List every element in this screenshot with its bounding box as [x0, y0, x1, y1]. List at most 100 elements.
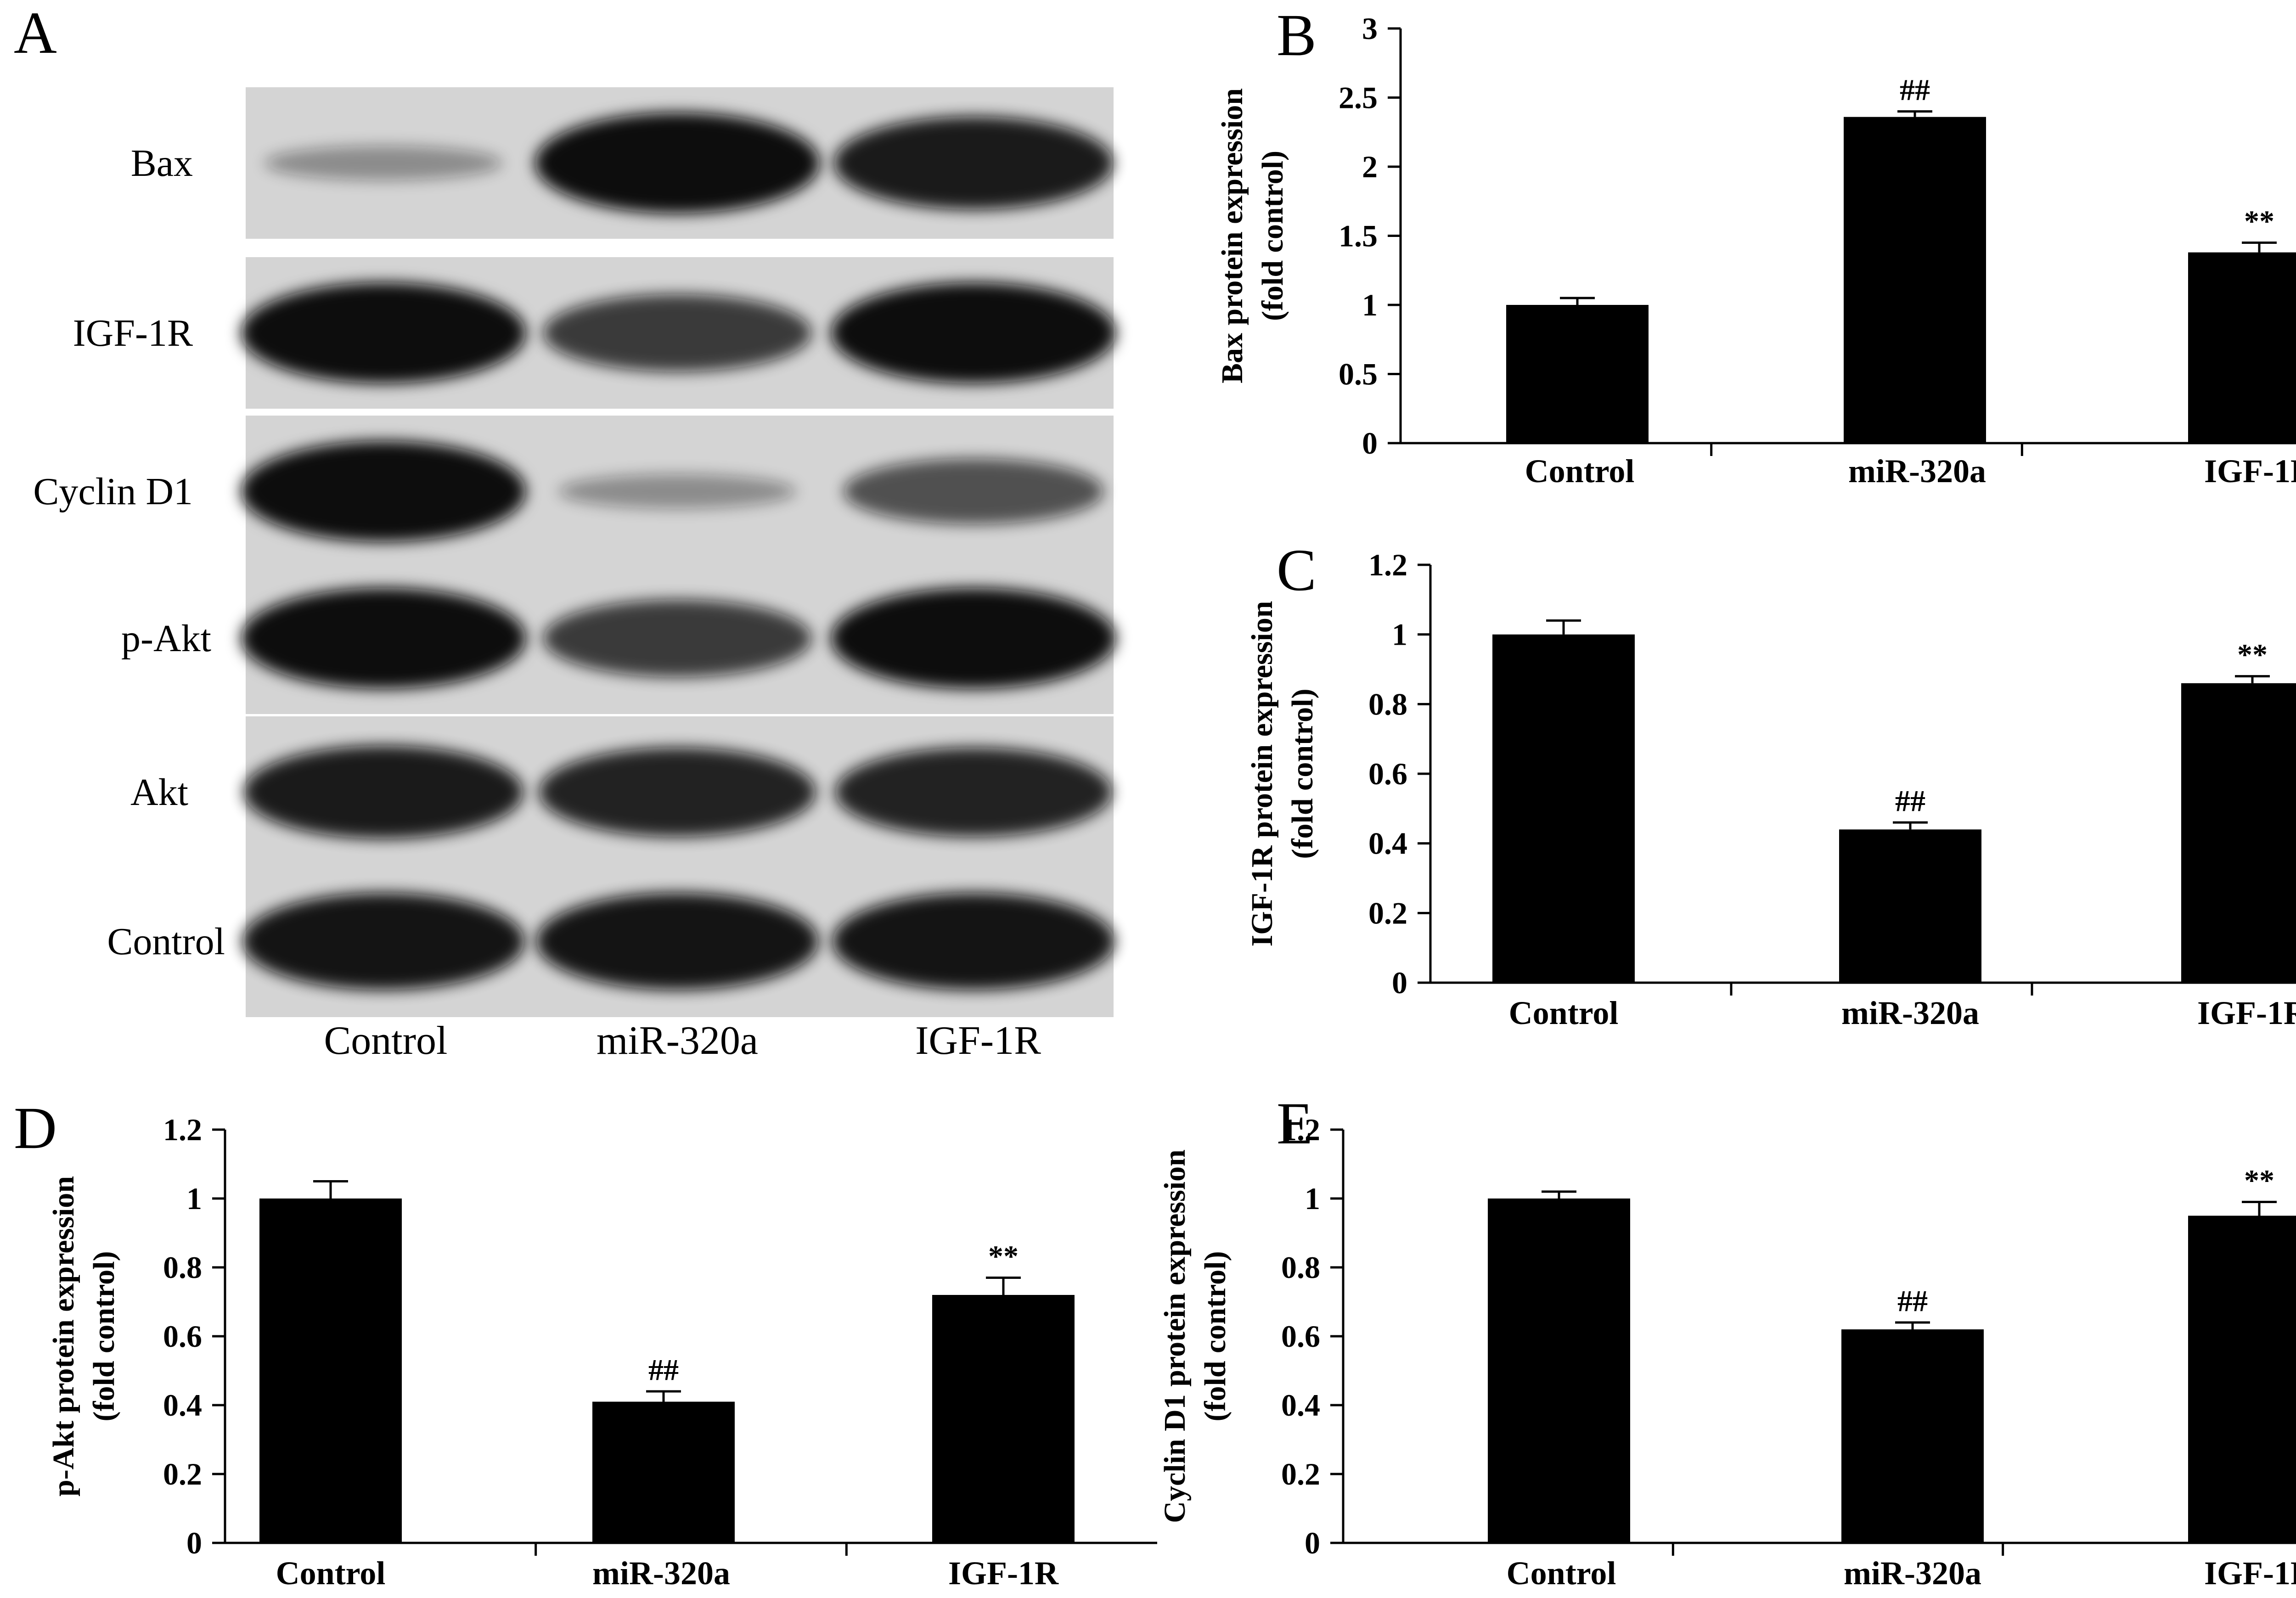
- panel-letter-e: E: [1277, 1091, 1313, 1157]
- significance-label-igf-1r: **: [988, 1240, 1019, 1273]
- bar-chart-bax: 0 0.5 1 1.5 2 2.5 3 Control ## miR-320a ** IGF-1R Ba…: [1216, 11, 2296, 490]
- bar-chart-igf1r: 0 0.2 0.4 0.6 0.8 1 1.2 Control ## miR-320a ** IGF-…: [1245, 547, 2296, 1031]
- lane-label-igf-1r: IGF-1R: [915, 1018, 1041, 1063]
- blot-band-igf-1r-mir-320a: [543, 294, 811, 372]
- significance-label-igf-1r: **: [2237, 638, 2268, 672]
- y-tick-label: 0.4: [163, 1388, 202, 1423]
- blot-band-bax-control: [264, 146, 502, 180]
- category-label-igf-1r: IGF-1R: [2204, 1555, 2296, 1592]
- bar-igf-1r: [2188, 252, 2296, 443]
- y-tick-label: 0.6: [1281, 1319, 1320, 1354]
- blot-band-cyclin-d1-control: [241, 441, 526, 542]
- bar-chart-p-akt: 0 0.2 0.4 0.6 0.8 1 1.2 Control ## miR-320a ** IGF-…: [47, 1112, 1157, 1592]
- blot-band-bax-igf-1r: [834, 116, 1113, 210]
- bar-chart-cyclin-d1: 0 0.2 0.4 0.6 0.8 1 1.2 Control ## miR-320a ** IGF-…: [1158, 1112, 2296, 1592]
- bar-mir-320a: [1839, 829, 1981, 983]
- category-label-control: Control: [1525, 453, 1635, 490]
- y-tick-label: 0.8: [1368, 686, 1407, 721]
- y-tick-label: 1.2: [1281, 1112, 1320, 1147]
- western-blot: Bax IGF-1R Cyclin D1 p-Akt Akt Control Control…: [33, 87, 1116, 1063]
- blot-band-igf-1r-control: [241, 282, 526, 383]
- y-axis-title: Cyclin D1 protein expression: [1158, 1149, 1192, 1523]
- blot-band-control-igf-1r: [833, 893, 1114, 990]
- lane-label-control: Control: [324, 1018, 448, 1063]
- bar-igf-1r: [932, 1295, 1075, 1543]
- blot-row-control: Control: [107, 866, 1114, 1017]
- y-tick-label: 1: [1392, 617, 1407, 652]
- y-tick-label: 0: [1305, 1525, 1320, 1560]
- bar-control: [1488, 1198, 1630, 1543]
- blot-band-akt-igf-1r: [835, 747, 1112, 837]
- y-tick-label: 1.5: [1339, 219, 1378, 253]
- blot-label-control: Control: [107, 920, 225, 963]
- category-label-mir-320a: miR-320a: [1848, 453, 1986, 490]
- category-label-control: Control: [1507, 1555, 1616, 1592]
- blot-band-p-akt-control: [241, 588, 526, 689]
- y-tick-label: 0: [1362, 426, 1378, 461]
- blot-label-igf-1r: IGF-1R: [73, 312, 193, 354]
- category-label-control: Control: [1509, 995, 1619, 1031]
- bar-control: [259, 1198, 402, 1543]
- y-axis-subtitle: (fold control): [1199, 1251, 1232, 1422]
- y-axis-subtitle: (fold control): [1286, 689, 1319, 859]
- bar-mir-320a: [1844, 117, 1986, 443]
- y-tick-label: 0.2: [163, 1457, 202, 1491]
- bar-igf-1r: [2188, 1215, 2296, 1543]
- category-label-control: Control: [276, 1555, 386, 1592]
- blot-band-control-mir-320a: [536, 893, 818, 990]
- y-tick-label: 1.2: [163, 1112, 202, 1147]
- blot-row-bax: Bax: [131, 87, 1114, 239]
- y-tick-label: 0.5: [1339, 357, 1378, 392]
- y-tick-label: 1: [186, 1181, 202, 1216]
- blot-band-p-akt-mir-320a: [543, 599, 811, 677]
- blot-band-cyclin-d1-mir-320a: [558, 474, 796, 509]
- panel-letter-b: B: [1277, 2, 1317, 68]
- y-tick-label: 2.5: [1339, 80, 1378, 115]
- category-label-igf-1r: IGF-1R: [2204, 453, 2296, 490]
- y-tick-label: 1.2: [1368, 547, 1407, 582]
- blot-row-akt: Akt: [130, 716, 1114, 868]
- blot-band-akt-control: [244, 745, 523, 839]
- significance-label-mir-320a: ##: [1897, 1284, 1928, 1318]
- y-tick-label: 0.8: [163, 1250, 202, 1285]
- y-axis-subtitle: (fold control): [1256, 151, 1289, 321]
- blot-label-p-akt: p-Akt: [121, 617, 211, 660]
- bar-control: [1492, 634, 1635, 983]
- category-label-igf-1r: IGF-1R: [2197, 995, 2296, 1031]
- y-tick-label: 0.4: [1368, 826, 1407, 861]
- category-label-mir-320a: miR-320a: [592, 1555, 730, 1592]
- lane-label-mir-320a: miR-320a: [597, 1018, 758, 1063]
- y-tick-label: 0.8: [1281, 1250, 1320, 1285]
- y-tick-label: 3: [1362, 11, 1378, 46]
- blot-label-cyclin-d1: Cyclin D1: [33, 470, 193, 513]
- blot-band-bax-mir-320a: [535, 113, 820, 214]
- y-tick-label: 1: [1362, 287, 1378, 322]
- y-tick-label: 0.6: [163, 1319, 202, 1354]
- y-tick-label: 2: [1362, 149, 1378, 184]
- blot-row-p-akt: p-Akt: [121, 563, 1116, 714]
- blot-band-cyclin-d1-igf-1r: [844, 458, 1103, 524]
- panel-letter-c: C: [1277, 537, 1317, 603]
- bar-igf-1r: [2181, 683, 2296, 983]
- significance-label-igf-1r: **: [2244, 205, 2274, 238]
- blot-band-p-akt-igf-1r: [831, 588, 1116, 689]
- y-axis-subtitle: (fold control): [87, 1251, 121, 1422]
- blot-label-bax: Bax: [131, 142, 193, 185]
- y-tick-label: 0.2: [1368, 895, 1407, 930]
- category-label-mir-320a: miR-320a: [1841, 995, 1979, 1031]
- significance-label-mir-320a: ##: [648, 1353, 679, 1387]
- category-label-igf-1r: IGF-1R: [948, 1555, 1059, 1592]
- blot-band-akt-mir-320a: [539, 747, 816, 837]
- significance-label-igf-1r: **: [2244, 1164, 2274, 1198]
- y-tick-label: 0: [186, 1525, 202, 1560]
- category-label-mir-320a: miR-320a: [1844, 1555, 1981, 1592]
- bar-control: [1506, 305, 1649, 443]
- blot-band-control-control: [242, 893, 524, 990]
- blot-band-igf-1r-igf-1r: [831, 282, 1116, 383]
- y-tick-label: 1: [1305, 1181, 1320, 1216]
- panel-letter-d: D: [14, 1095, 57, 1161]
- y-axis-title: p-Akt protein expression: [47, 1176, 80, 1497]
- bar-mir-320a: [1841, 1329, 1984, 1543]
- y-tick-label: 0.2: [1281, 1457, 1320, 1491]
